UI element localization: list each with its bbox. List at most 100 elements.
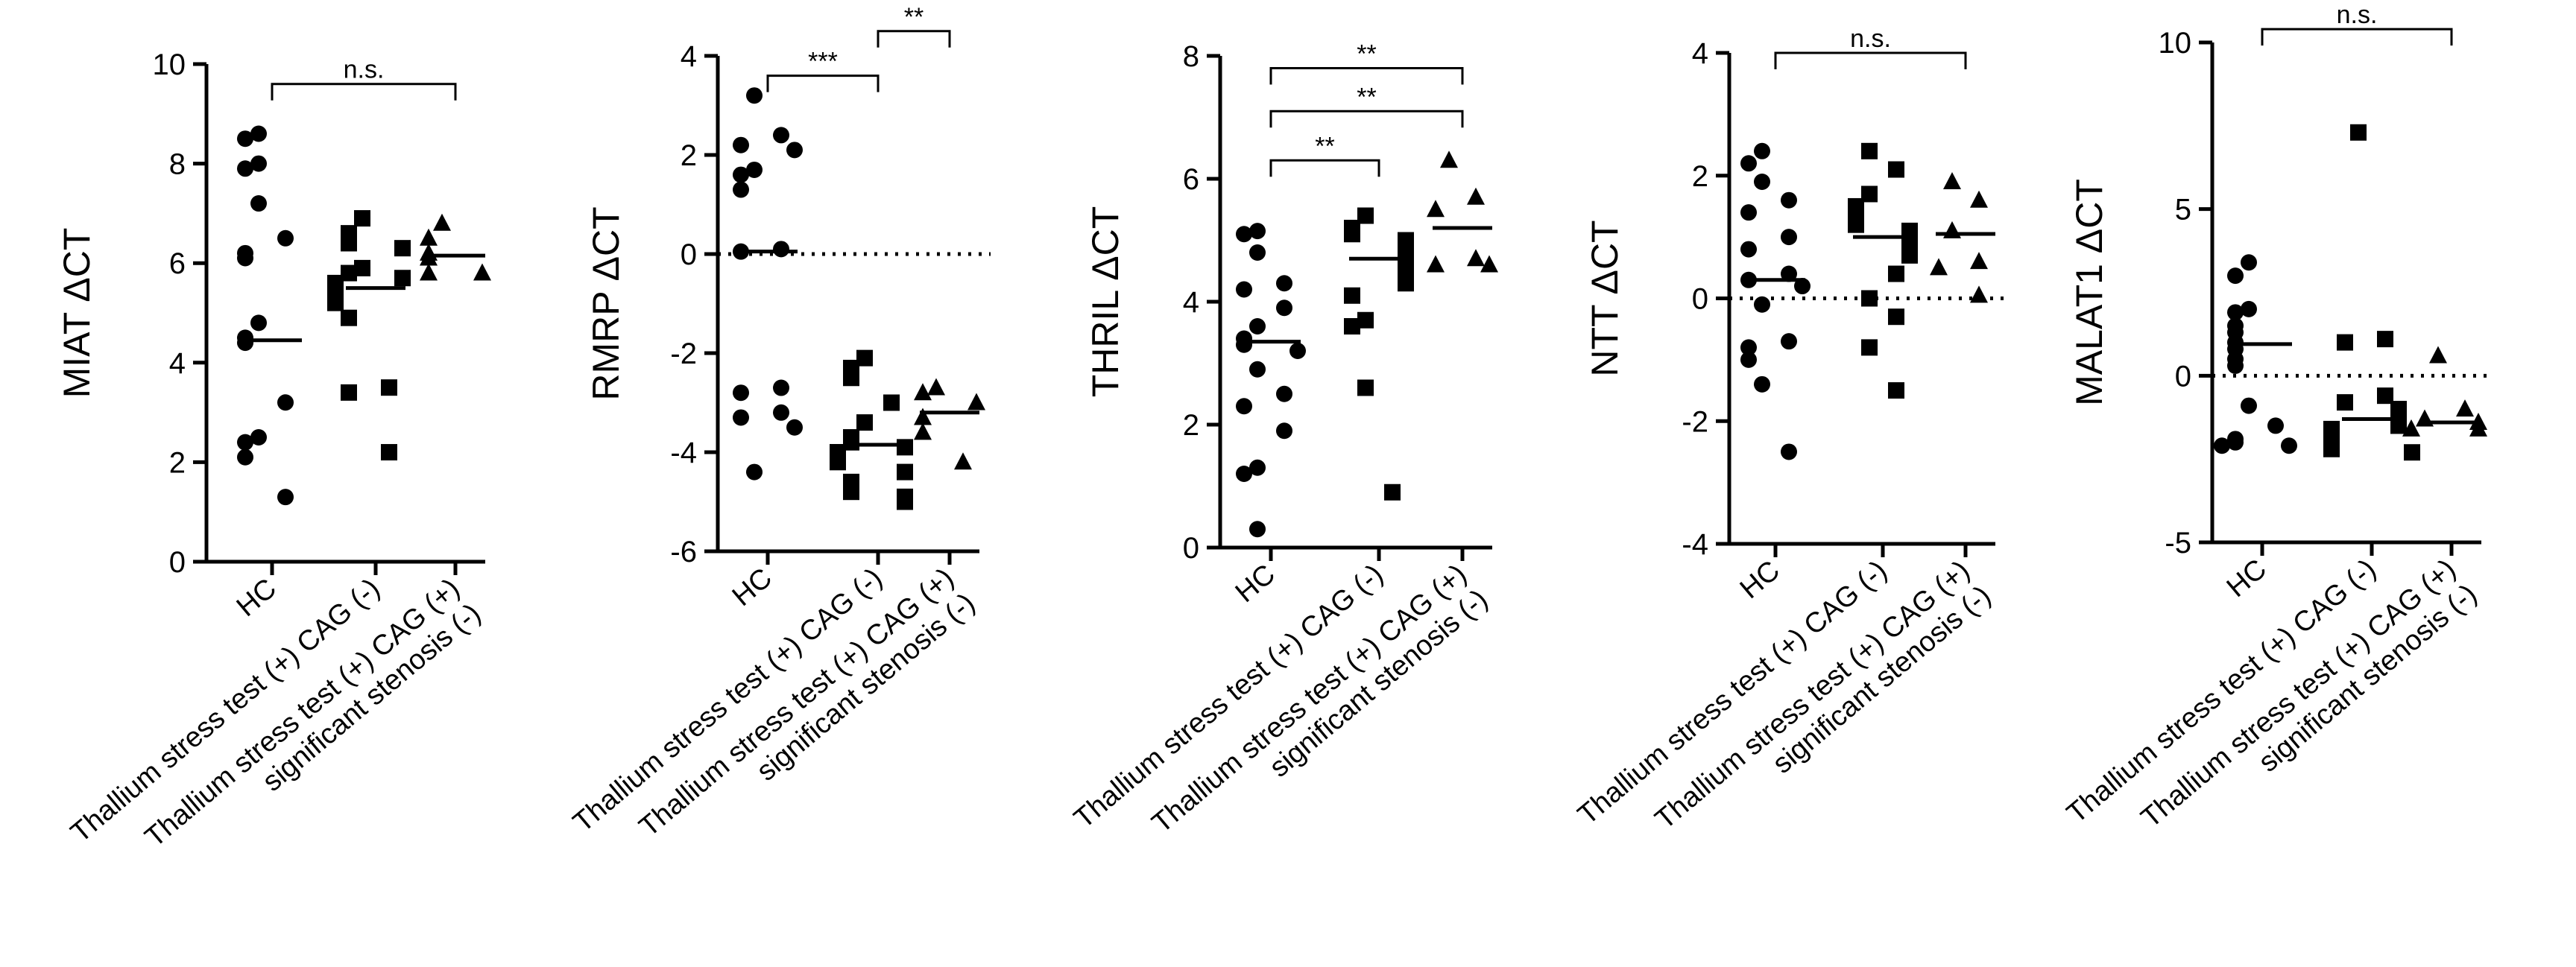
data-point-square [856,349,873,367]
data-point-circle [1236,398,1252,415]
data-point-triangle [1467,249,1485,267]
data-point-square [2377,331,2393,348]
y-tick-label: -6 [670,536,697,568]
data-point-circle [250,429,267,446]
data-point-square [2390,417,2407,434]
data-point-circle [1740,241,1757,258]
x-category-label: HC [1230,559,1281,609]
data-point-square [1344,318,1360,335]
data-point-circle [1249,223,1266,240]
data-point-triangle [1440,150,1458,168]
data-point-square [2377,387,2393,405]
x-category-label-line: significant stenosis (-) [2253,578,2483,778]
data-point-circle [1276,385,1292,402]
data-point-circle [1289,343,1306,359]
data-point-square [830,454,846,471]
data-point-square [897,493,913,510]
data-point-triangle [2402,419,2420,437]
data-point-triangle [473,263,491,281]
data-point-square [1888,308,1904,326]
data-point-circle [237,448,253,466]
data-point-circle [250,195,267,212]
data-point-circle [2214,437,2230,454]
significance-bracket [1269,110,1464,128]
significance-label: *** [808,48,838,76]
y-axis-label: RMRP ΔCT [585,206,627,400]
y-tick-label: 2 [169,446,186,479]
data-point-circle [1740,204,1757,221]
y-tick-label: 2 [1183,409,1199,442]
data-point-square [327,294,344,311]
data-point-circle [2227,434,2244,451]
data-point-circle [277,229,294,247]
significance-label: ** [1357,83,1376,111]
y-tick-label: 10 [153,48,186,81]
data-point-square [1901,247,1918,264]
y-tick-label: 8 [169,148,186,181]
data-point-circle [2241,254,2257,271]
data-point-circle [237,160,253,177]
data-point-circle [746,161,763,178]
significance-label: ** [1357,40,1376,69]
y-tick-label: 0 [1183,532,1199,565]
y-tick-label: -5 [2165,527,2191,559]
data-point-triangle [420,263,438,281]
y-axis-label: MIAT ΔCT [56,228,98,399]
data-point-triangle [967,393,985,410]
data-point-square [1848,216,1864,233]
data-point-circle [237,130,253,148]
data-point-circle [773,379,789,396]
data-point-triangle [927,378,945,396]
data-point-square [2337,394,2353,411]
data-point-circle [733,409,749,426]
y-tick-label: -2 [1682,405,1708,438]
data-point-triangle [2469,419,2487,437]
data-point-square [354,210,370,227]
data-point-circle [733,384,749,402]
y-tick-label: 4 [1183,286,1199,319]
x-category-label-line: Thallium stress test (+) CAG (+) [634,562,960,843]
data-point-triangle [1930,258,1948,276]
data-point-square [1861,339,1878,356]
data-point-circle [237,250,253,267]
data-point-triangle [420,228,438,246]
data-point-square [2404,444,2420,461]
x-category-label-line: Thallium stress test (+) CAG (+) [1146,559,1473,840]
y-tick-label: 10 [2159,27,2192,60]
x-category-label-line: HC [231,573,282,623]
x-category-label: HC [1734,555,1786,605]
x-category-label-line: Thallium stress test (+) CAG (+) [2135,554,2462,834]
x-category-label: HC [727,562,778,612]
significance-label: n.s. [2337,1,2378,29]
x-category-label-line: significant stenosis (-) [1767,580,1997,779]
data-point-circle [1754,296,1770,313]
data-point-square [381,379,397,396]
data-point-circle [1276,275,1292,292]
data-point-circle [250,155,267,172]
y-tick-label: -4 [670,437,697,469]
data-point-circle [1781,333,1797,350]
data-point-square [381,444,397,461]
data-point-triangle [2429,346,2447,364]
data-point-triangle [914,408,932,425]
data-point-square [2337,334,2353,351]
data-point-circle [1754,142,1770,159]
y-tick-label: 4 [169,347,186,380]
data-point-square [843,370,859,387]
data-point-circle [1754,173,1770,190]
significance-bracket [1269,67,1464,85]
data-point-circle [1249,318,1266,335]
data-point-square [1357,379,1374,396]
y-axis-label: THRIL ΔCT [1085,206,1126,398]
y-tick-label: 2 [681,139,697,172]
data-point-triangle [1467,187,1485,205]
data-point-circle [733,181,749,198]
data-point-circle [1794,278,1811,295]
data-point-circle [746,463,763,481]
data-point-circle [1236,226,1252,243]
data-point-triangle [433,213,451,231]
data-point-circle [1249,521,1266,538]
x-category-label-line: significant stenosis (-) [1264,583,1494,783]
